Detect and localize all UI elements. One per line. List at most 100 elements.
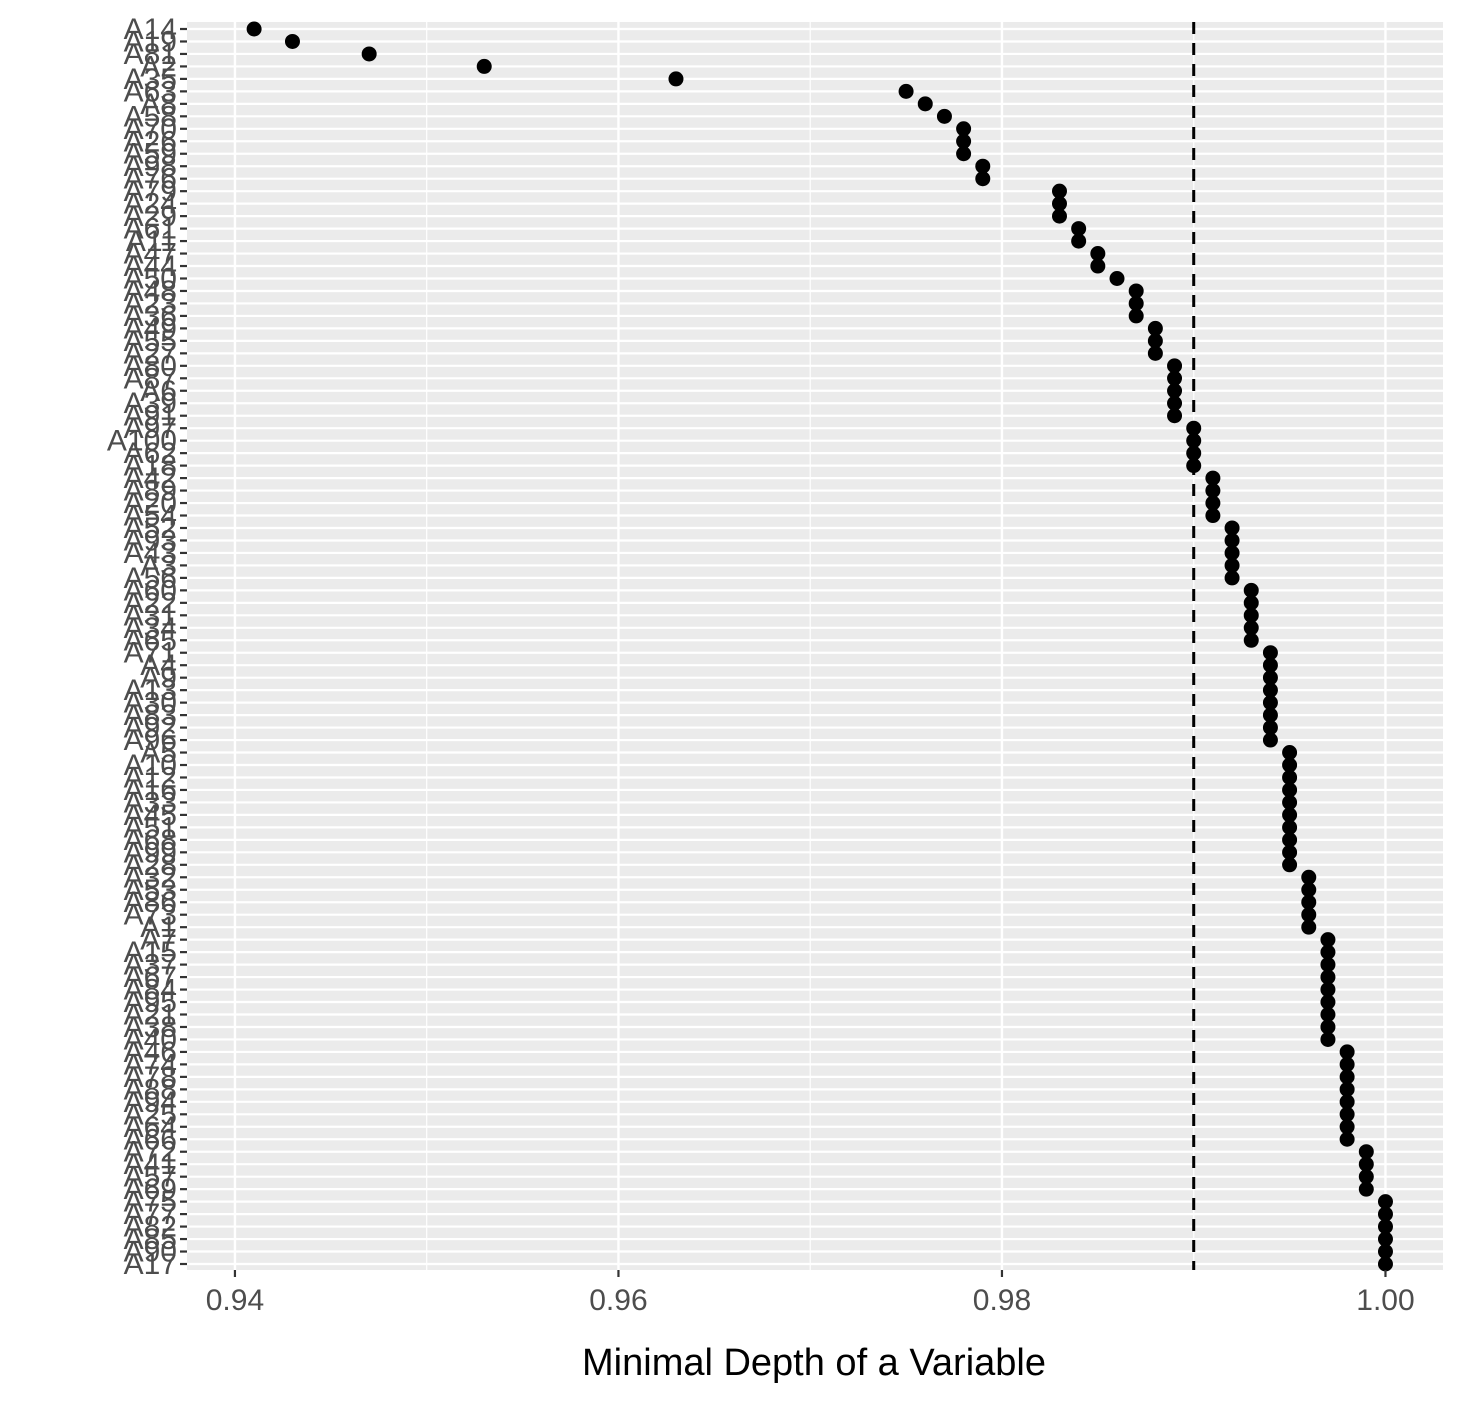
y-tick-label: A43 (124, 537, 177, 570)
data-point (1186, 420, 1202, 436)
data-point (1320, 1031, 1336, 1047)
y-tick-label: A79 (124, 175, 177, 208)
y-tick-label: A5 (140, 737, 177, 770)
data-point (898, 83, 914, 99)
data-point (1128, 283, 1144, 299)
data-point (1051, 183, 1067, 199)
data-point (1301, 907, 1317, 923)
y-tick-label: A69 (124, 1173, 177, 1206)
y-tick-label: A57 (124, 1161, 177, 1194)
y-tick-label: A42 (124, 462, 177, 495)
data-point (1167, 395, 1183, 411)
y-tick-label: A36 (124, 300, 177, 333)
y-tick-label: A50 (124, 262, 177, 295)
y-tick-label: A55 (124, 325, 177, 358)
y-tick-label: A92 (124, 712, 177, 745)
data-point (1358, 1169, 1374, 1185)
data-point (1339, 1056, 1355, 1072)
y-tick-label: A23 (124, 287, 177, 320)
data-point (1320, 969, 1336, 985)
y-tick-label: A10 (124, 749, 177, 782)
y-tick-label: A21 (124, 999, 177, 1032)
data-point (1090, 258, 1106, 274)
y-tick-label: A94 (124, 1086, 177, 1119)
y-tick-label: A34 (124, 612, 177, 645)
y-tick-label: A22 (124, 587, 177, 620)
data-point (1147, 345, 1163, 361)
data-point (1282, 807, 1298, 823)
data-point (1282, 757, 1298, 773)
y-tick-label: A45 (124, 799, 177, 832)
data-point (1320, 994, 1336, 1010)
y-tick-label: A40 (124, 1023, 177, 1056)
y-tick-label: A29 (124, 200, 177, 233)
data-point (1377, 1231, 1393, 1247)
data-point (1339, 1094, 1355, 1110)
y-tick-label: A56 (124, 562, 177, 595)
y-tick-label: A46 (124, 1036, 177, 1069)
data-point (1224, 532, 1240, 548)
data-point (1282, 819, 1298, 835)
y-tick-label: A14 (124, 13, 177, 46)
data-point (246, 21, 262, 37)
data-point (936, 108, 952, 124)
y-tick-label: A75 (124, 1186, 177, 1219)
y-tick-label: A52 (124, 512, 177, 545)
data-point (1262, 657, 1278, 673)
data-point (1339, 1081, 1355, 1097)
y-tick-label: A27 (124, 337, 177, 370)
data-point (284, 33, 300, 49)
data-point (1282, 782, 1298, 798)
data-point (956, 121, 972, 137)
y-tick-label: A89 (124, 475, 177, 508)
plot-panel (187, 22, 1443, 1270)
data-point (1224, 520, 1240, 536)
y-tick-label: A30 (124, 687, 177, 720)
y-tick-label: A63 (124, 75, 177, 108)
y-tick-label: A37 (124, 949, 177, 982)
data-point (1282, 844, 1298, 860)
y-tick-label: A31 (124, 599, 177, 632)
data-point (1358, 1144, 1374, 1160)
y-tick-label: A90 (124, 1236, 177, 1269)
x-tick-label: 1.00 (1356, 1284, 1414, 1317)
y-tick-label: A28 (124, 849, 177, 882)
data-point (1339, 1119, 1355, 1135)
data-point (1186, 458, 1202, 474)
data-point (1243, 582, 1259, 598)
data-point (1262, 707, 1278, 723)
data-point (1358, 1156, 1374, 1172)
y-tick-label: A80 (124, 350, 177, 383)
gridlines (187, 22, 1443, 1270)
data-point (1282, 769, 1298, 785)
y-tick-label: A41 (124, 1148, 177, 1181)
data-point (1147, 320, 1163, 336)
y-tick-label: A99 (124, 836, 177, 869)
data-point (1339, 1106, 1355, 1122)
data-point (1205, 470, 1221, 486)
y-tick-label: A59 (124, 138, 177, 171)
data-point (1282, 832, 1298, 848)
y-tick-label: A58 (124, 100, 177, 133)
y-tick-label: A65 (124, 624, 177, 657)
data-point (1320, 1007, 1336, 1023)
y-tick-label: A44 (124, 250, 177, 283)
x-tick-label: 0.94 (206, 1284, 264, 1317)
y-tick-label: A83 (124, 699, 177, 732)
y-tick-label: A54 (124, 500, 177, 533)
data-point (1377, 1219, 1393, 1235)
data-point (1224, 545, 1240, 561)
data-point (1051, 196, 1067, 212)
y-tick-label: A13 (124, 674, 177, 707)
data-point (1205, 483, 1221, 499)
y-tick-label: A12 (124, 761, 177, 794)
y-tick-label: A60 (124, 574, 177, 607)
data-point (1262, 695, 1278, 711)
data-point (956, 133, 972, 149)
y-tick-label: A4 (140, 649, 177, 682)
y-tick-label: A81 (124, 38, 177, 71)
y-tick-label: A78 (124, 1061, 177, 1094)
y-tick-label: A49 (124, 312, 177, 345)
y-tick-label: A77 (124, 1198, 177, 1231)
data-point (1282, 794, 1298, 810)
